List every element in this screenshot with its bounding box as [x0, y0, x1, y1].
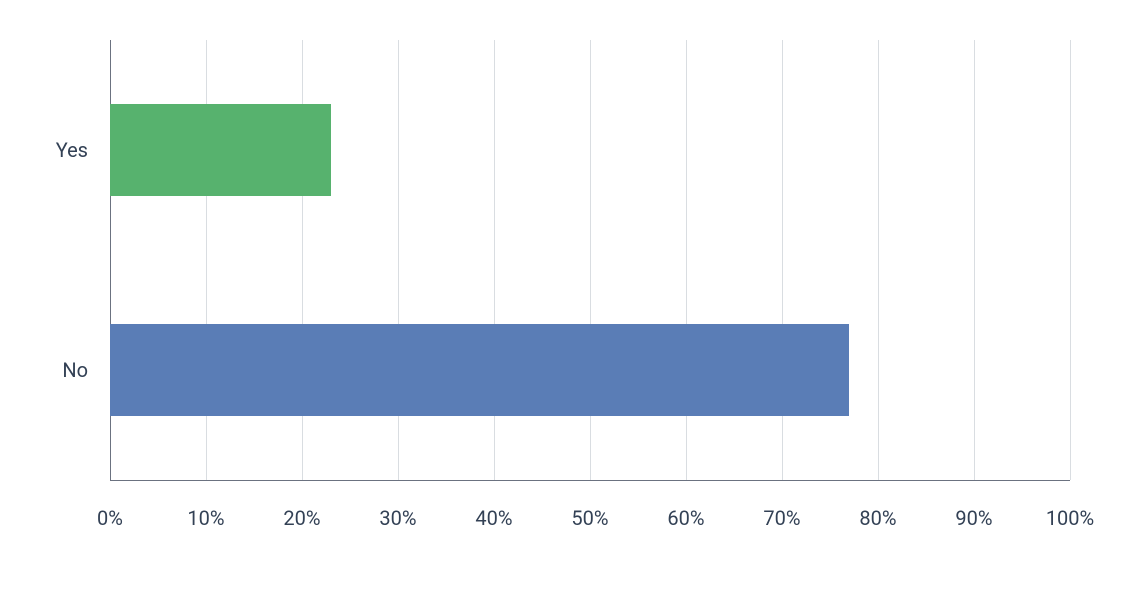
x-tick-label: 30% — [379, 506, 416, 530]
y-category-label: No — [62, 358, 88, 382]
x-tick-label: 70% — [763, 506, 800, 530]
plot-area: 0%10%20%30%40%50%60%70%80%90%100%YesNo — [110, 40, 1070, 480]
y-category-label: Yes — [56, 138, 88, 162]
x-tick-label: 100% — [1046, 506, 1094, 530]
x-tick-label: 40% — [475, 506, 512, 530]
x-tick-label: 0% — [97, 506, 123, 530]
x-tick-label: 90% — [955, 506, 992, 530]
x-gridline — [974, 40, 975, 480]
x-tick-label: 80% — [859, 506, 896, 530]
x-gridline — [878, 40, 879, 480]
x-tick-label: 10% — [187, 506, 224, 530]
x-axis-line — [110, 480, 1070, 481]
x-tick-label: 50% — [571, 506, 608, 530]
bar-chart: 0% 10% 20% 30% 40% 50% 60% 70% 80% 90% 100% Yes No — [0, 0, 1146, 593]
x-gridline — [1070, 40, 1071, 480]
bar — [110, 104, 331, 196]
bar — [110, 324, 849, 416]
x-tick-label: 20% — [283, 506, 320, 530]
x-tick-label: 60% — [667, 506, 704, 530]
